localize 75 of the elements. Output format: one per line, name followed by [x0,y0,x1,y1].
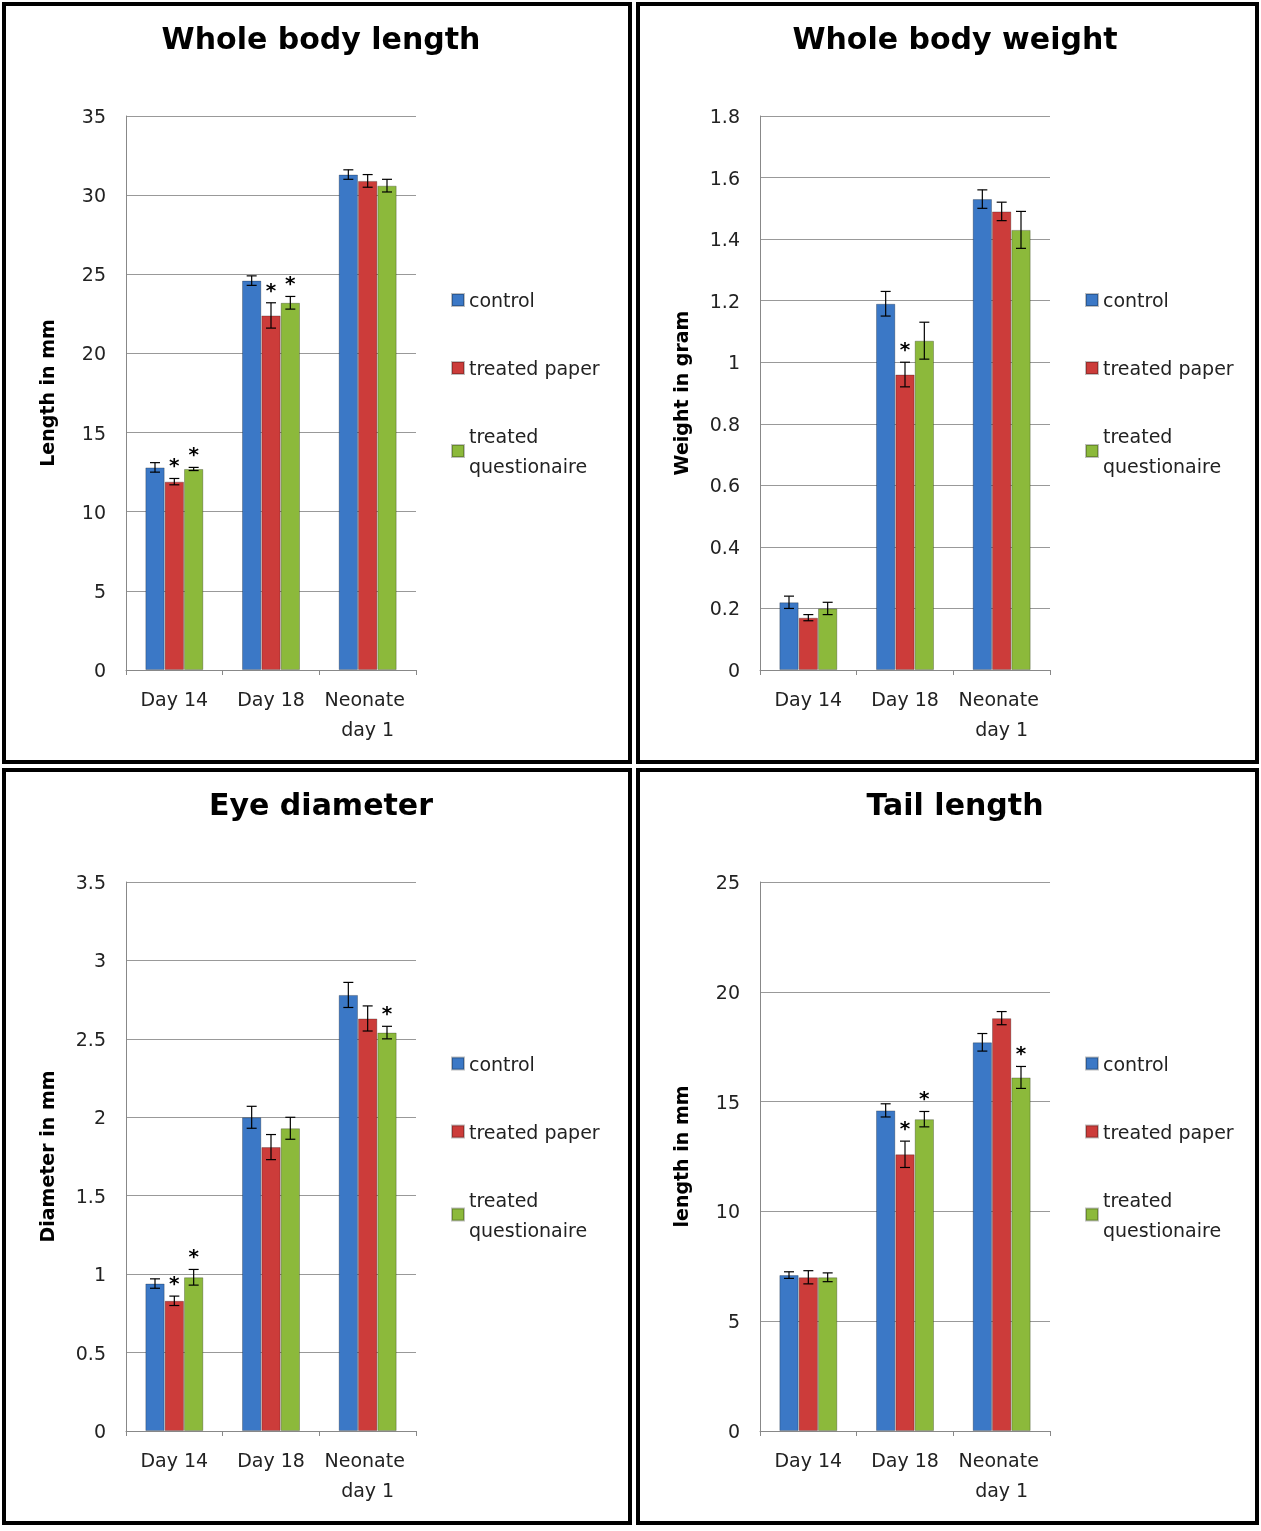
chart-title: Tail length [866,786,1044,822]
y-axis-title: Weight in gram [669,310,692,476]
y-tick-label: 30 [81,184,106,207]
legend-label: treated paper [1103,1120,1234,1143]
data-label: * [188,1244,200,1269]
y-tick-label: 0.6 [709,474,740,497]
legend-label: treated questionaire [469,425,588,477]
legend-label: control [469,1052,535,1075]
y-tick-label: 1.5 [75,1184,106,1207]
y-tick-label: 20 [81,342,106,365]
y-tick-label: 15 [715,1090,740,1113]
y-tick-label: 0 [93,659,106,681]
y-axis-title: Diameter in mm [35,1070,58,1243]
data-label: * [265,277,277,302]
y-tick-label: 25 [715,871,740,893]
x-tick-label: Day 18 [871,1449,939,1471]
y-tick-label: 0.8 [709,412,740,435]
legend-label: treated questionaire [469,1188,588,1241]
x-tick-label: Neonate day 1 [958,1449,1045,1501]
legend-label: control [469,289,535,311]
y-tick-label: 1.6 [709,166,740,189]
y-tick-label: 35 [81,105,106,127]
x-tick-label: Day 18 [237,1449,305,1471]
y-axis-title: length in mm [669,1085,692,1228]
y-tick-label: 20 [715,980,740,1003]
data-label: * [919,1086,931,1111]
y-tick-label: 2.5 [75,1027,106,1050]
legend-label: control [1103,1052,1169,1075]
data-label: * [381,1001,393,1026]
y-tick-label: 10 [715,1200,740,1223]
y-tick-label: 0 [93,1420,106,1442]
legend-label: treated paper [469,1120,600,1143]
data-label: * [1015,1041,1027,1066]
y-tick-label: 2 [93,1106,106,1129]
data-label: * [188,442,200,467]
data-label: * [899,1116,911,1141]
x-tick-label: Day 14 [774,1449,843,1471]
legend-label: treated questionaire [1103,425,1222,477]
data-label: * [169,453,181,478]
x-tick-label: Day 14 [140,688,209,710]
x-tick-label: Day 14 [140,1449,209,1471]
y-axis-title: Length in mm [35,319,58,467]
legend-label: treated questionaire [1103,1188,1222,1241]
data-label: * [899,337,911,362]
x-tick-label: Day 18 [871,688,939,710]
chart-title: Eye diameter [209,786,434,822]
y-tick-label: 15 [81,421,106,444]
y-tick-label: 3.5 [75,871,106,893]
chart-title: Whole body weight [792,20,1118,56]
x-tick-label: Day 18 [237,688,305,710]
x-tick-label: Neonate day 1 [958,688,1045,740]
x-tick-label: Neonate day 1 [324,688,411,740]
y-tick-label: 1.2 [709,289,740,312]
y-tick-label: 1 [93,1263,106,1286]
y-tick-label: 5 [727,1310,740,1333]
y-tick-label: 0.5 [75,1341,106,1364]
y-tick-label: 25 [81,263,106,286]
chart-title: Whole body length [161,20,481,56]
data-label: * [285,271,297,296]
y-tick-label: 0.4 [709,535,740,558]
y-tick-label: 0.2 [709,597,740,620]
x-tick-label: Day 14 [774,688,843,710]
data-label: * [169,1271,181,1296]
y-tick-label: 0 [727,1420,740,1442]
legend-label: treated paper [1103,357,1234,379]
y-tick-label: 1.8 [709,105,740,127]
x-tick-label: Neonate day 1 [324,1449,411,1501]
legend-label: treated paper [469,357,600,379]
y-tick-label: 5 [93,579,106,602]
y-tick-label: 10 [81,500,106,523]
y-tick-label: 0 [727,659,740,681]
y-tick-label: 3 [93,949,106,972]
y-tick-label: 1 [727,351,740,374]
legend-label: control [1103,289,1169,311]
y-tick-label: 1.4 [709,228,740,251]
